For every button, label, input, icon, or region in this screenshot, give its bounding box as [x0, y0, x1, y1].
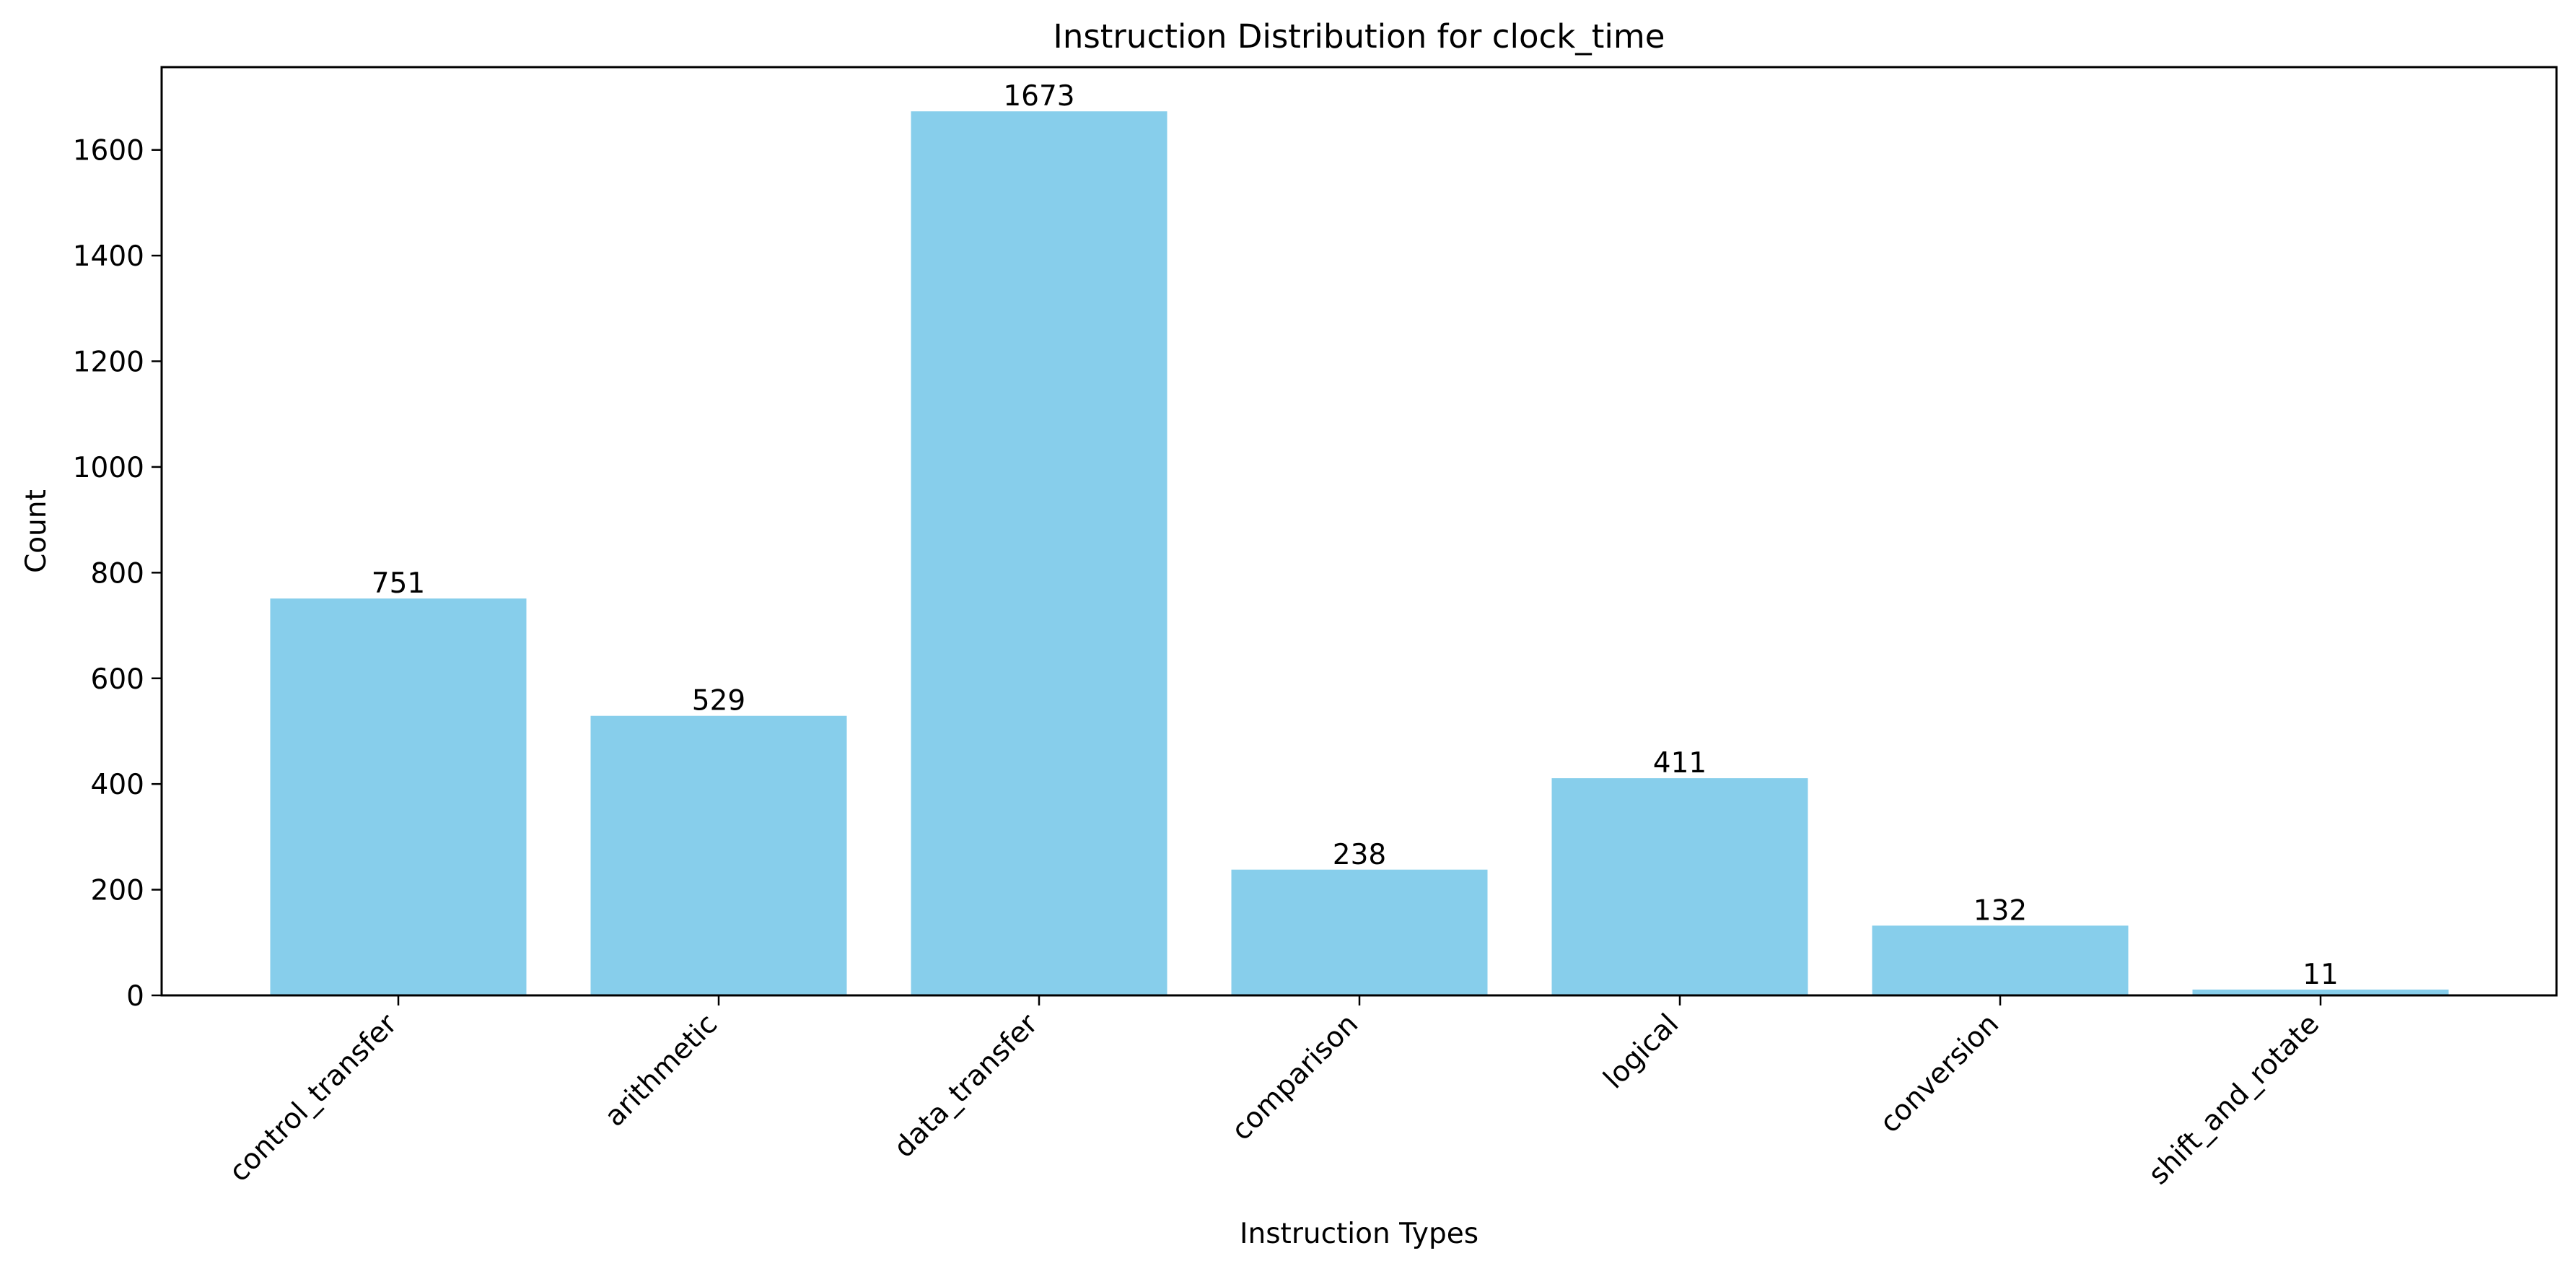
- y-tick-label-1200: 1200: [73, 346, 144, 379]
- chart-title: Instruction Distribution for clock_time: [1053, 17, 1665, 56]
- bar-conversion: [1872, 925, 2129, 995]
- x-tick-label-shift_and_rotate: shift_and_rotate: [2142, 1008, 2326, 1191]
- x-tick-label-conversion: conversion: [1874, 1008, 2005, 1139]
- bar-arithmetic: [590, 715, 847, 995]
- y-tick-label-400: 400: [91, 769, 144, 801]
- x-tick-label-comparison: comparison: [1225, 1008, 1364, 1147]
- bar-comparison: [1231, 869, 1488, 995]
- data-label-conversion: 132: [1973, 894, 2027, 927]
- y-axis-label: Count: [20, 489, 53, 573]
- data-label-arithmetic: 529: [692, 685, 745, 717]
- x-tick-label-arithmetic: arithmetic: [599, 1008, 724, 1133]
- y-tick-label-0: 0: [126, 980, 144, 1013]
- x-tick-label-control_transfer: control_transfer: [223, 1008, 404, 1189]
- data-label-logical: 411: [1653, 747, 1707, 780]
- bar-data_transfer: [911, 111, 1167, 996]
- y-tick-label-1600: 1600: [73, 135, 144, 167]
- y-tick-label-1000: 1000: [73, 452, 144, 484]
- x-tick-label-data_transfer: data_transfer: [888, 1008, 1044, 1164]
- bar-shift_and_rotate: [2192, 989, 2449, 995]
- x-tick-label-logical: logical: [1598, 1008, 1685, 1095]
- y-tick-label-1400: 1400: [73, 240, 144, 273]
- plot-frame: [160, 66, 2558, 997]
- bars-layer: 751 529 1673 238 411 132 11: [270, 80, 2449, 996]
- y-tick-label-800: 800: [91, 557, 144, 590]
- y-tick-label-600: 600: [91, 663, 144, 696]
- data-label-data_transfer: 1673: [1003, 80, 1074, 113]
- data-label-control_transfer: 751: [372, 567, 425, 600]
- x-axis-label: Instruction Types: [1240, 1218, 1478, 1250]
- bar-logical: [1551, 778, 1808, 995]
- data-label-comparison: 238: [1333, 839, 1386, 871]
- y-tick-label-200: 200: [91, 875, 144, 907]
- bar-control_transfer: [270, 598, 527, 995]
- data-label-shift_and_rotate: 11: [2303, 959, 2339, 991]
